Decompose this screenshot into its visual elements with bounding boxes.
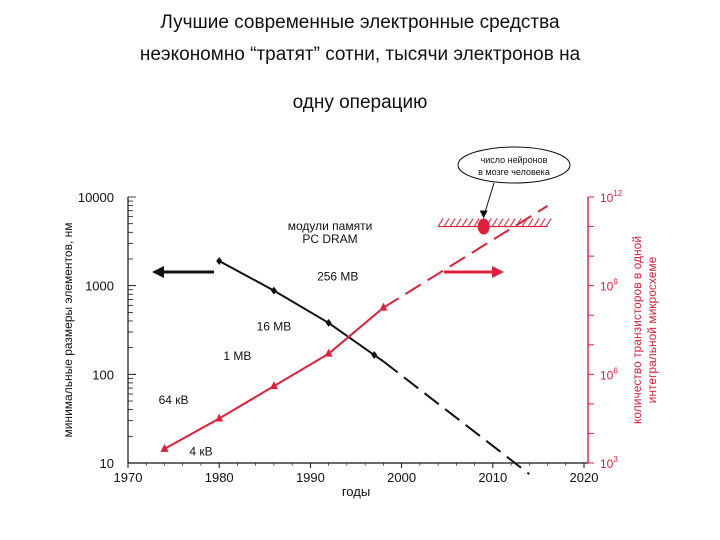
neuron-band-hatch [467, 218, 474, 227]
chart-marks [160, 205, 552, 475]
point-label: 1 MB [223, 349, 251, 363]
slide-title-line-1: Лучшие современные электронные средства [160, 12, 560, 33]
right-axis-label-line-2: интегральной микросхеме [645, 256, 659, 403]
dram-label-line-2: PC DRAM [302, 232, 357, 246]
point-label: 64 кВ [159, 393, 189, 407]
black-series-point [325, 318, 332, 327]
slide-title-line-3: одну операцию [292, 92, 428, 113]
x-tick-label: 1980 [205, 470, 234, 485]
left-tick-label: 100 [92, 367, 114, 382]
neuron-band-hatch [527, 218, 534, 227]
neuron-band-hatch [443, 218, 450, 227]
point-label: 256 MB [317, 269, 358, 283]
point-label: 4 кВ [189, 444, 212, 458]
neuron-point [477, 218, 490, 235]
x-tick-label: 2020 [570, 470, 599, 485]
black-series-point [371, 351, 378, 360]
red-series-point [324, 348, 333, 357]
right-tick-label: 1012 [600, 189, 623, 205]
neuron-band-hatch [437, 218, 444, 227]
neuron-band-hatch [539, 218, 546, 227]
right-axis-direction-arrowhead [492, 266, 504, 278]
neuron-callout-arrowhead [479, 210, 488, 219]
neuron-band-hatch [461, 218, 468, 227]
neuron-band-hatch [491, 218, 498, 227]
black-series-point [216, 256, 223, 265]
neuron-band-hatch [497, 218, 504, 227]
neuron-band-hatch [449, 218, 456, 227]
chart-labels: 4 кВ 64 кВ 1 MB 16 MB 256 MB модули памятиPC … [152, 146, 571, 458]
neuron-band-hatch [455, 218, 462, 227]
x-tick-label: 2010 [478, 470, 507, 485]
right-tick-label: 103 [600, 455, 618, 471]
slide-title-line-2: неэкономно “тратят” сотни, тысячи электр… [139, 44, 581, 65]
x-tick-label: 1990 [296, 470, 325, 485]
chart-axes: 10 100 1000 10000 минимальные размеры элемен… [61, 189, 659, 499]
neuron-band-hatch [503, 218, 510, 227]
left-axis-direction-arrowhead [152, 266, 164, 278]
neuron-callout-bubble [457, 146, 571, 184]
x-tick-label: 1970 [114, 470, 143, 485]
red-series-point [160, 443, 169, 452]
red-series-point [215, 413, 224, 422]
left-tick-label: 1000 [85, 279, 114, 294]
neuron-callout-line-1: число нейронов [481, 155, 548, 165]
neuron-band-hatch [545, 218, 552, 227]
black-series-point [270, 286, 277, 295]
neuron-band-hatch [533, 218, 540, 227]
x-tick-label: 2000 [387, 470, 416, 485]
left-tick-label: 10 [100, 456, 114, 471]
right-tick-label: 109 [600, 278, 618, 294]
left-axis-label: минимальные размеры элементов, нм [61, 222, 75, 437]
red-series-extrapolation [382, 205, 549, 309]
neuron-callout-line-2: в мозге человека [478, 167, 550, 177]
point-label: 16 MB [257, 320, 292, 334]
black-series-extrapolation [382, 360, 530, 475]
black-series-solid-line [218, 260, 384, 363]
neuron-band-hatch [473, 218, 480, 227]
dram-label-line-1: модули памяти [288, 219, 373, 233]
red-series-point [379, 302, 388, 311]
x-axis-label: годы [342, 484, 370, 499]
left-tick-label: 10000 [78, 190, 114, 205]
right-tick-label: 106 [600, 366, 618, 382]
neuron-band-hatch [509, 218, 516, 227]
right-axis-label-line-1: количество транзисторов в одной [630, 236, 644, 424]
red-series-point [269, 381, 278, 390]
